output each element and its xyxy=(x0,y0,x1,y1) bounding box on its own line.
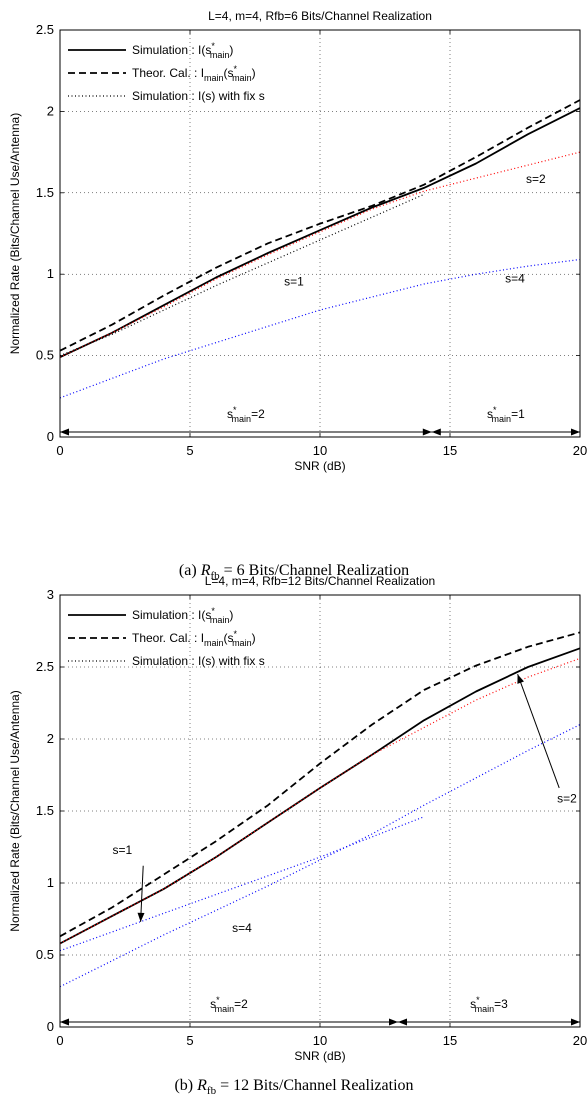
annotation-arrow xyxy=(517,674,560,789)
plot-frame xyxy=(59,29,581,438)
series-line-1 xyxy=(59,647,581,945)
y-tick-label: 0.5 xyxy=(36,947,54,962)
region-arrowhead-right xyxy=(422,428,432,436)
region-label: s* main=2 xyxy=(210,995,248,1014)
legend-label: Simulation : I(s* main) xyxy=(132,606,233,625)
x-tick-label: 10 xyxy=(313,1033,327,1048)
curve-annotation: s=4 xyxy=(505,271,525,285)
x-axis-label: SNR (dB) xyxy=(294,1049,345,1063)
x-tick-label: 0 xyxy=(56,1033,63,1048)
x-axis-label: SNR (dB) xyxy=(294,459,345,473)
y-tick-label: 2.5 xyxy=(36,659,54,674)
y-tick-label: 2 xyxy=(47,731,54,746)
region-arrowhead-left xyxy=(60,1018,69,1026)
legend-label: Simulation : I(s) with fix s xyxy=(132,654,265,668)
region-arrowhead-right xyxy=(571,1018,580,1026)
series-line-2 xyxy=(59,99,581,352)
chart-title: L=4, m=4, Rfb=12 Bits/Channel Realizatio… xyxy=(205,574,435,588)
x-tick-label: 5 xyxy=(186,1033,193,1048)
region-label: s* main=3 xyxy=(470,995,508,1014)
curve-annotation: s=4 xyxy=(232,921,252,935)
series-line-1 xyxy=(59,107,581,359)
y-tick-label: 1 xyxy=(47,875,54,890)
region-arrowhead-left xyxy=(60,428,69,436)
x-tick-label: 20 xyxy=(573,1033,587,1048)
y-axis-label: Normalized Rate (Bits/Channel Use/Antenn… xyxy=(8,113,22,354)
x-tick-label: 20 xyxy=(573,443,587,458)
series-line-5 xyxy=(59,816,425,952)
region-arrowhead-left xyxy=(431,428,441,436)
series-line-4 xyxy=(59,657,581,945)
curve-annotation: s=2 xyxy=(526,172,546,186)
legend-label: Simulation : I(s* main) xyxy=(132,41,233,60)
region-arrowhead-left xyxy=(398,1018,407,1026)
chart-panel-2: 0 5 10 15 20 0 0.5 1 1.5 2 2.5 3 L=4, m=4, Rfb=12 Bi… xyxy=(8,574,587,1063)
caption-text: (b) Rfb = 12 Bits/Channel Realization xyxy=(174,1077,413,1097)
y-tick-label: 0.5 xyxy=(36,348,54,363)
plot-area xyxy=(60,30,580,437)
region-label: s* main=1 xyxy=(487,405,525,424)
region-label: s* main=2 xyxy=(227,405,265,424)
annotation-arrow xyxy=(140,865,144,922)
x-tick-label: 15 xyxy=(443,443,457,458)
region-arrowhead-right xyxy=(389,1018,398,1026)
region-arrowhead-right xyxy=(571,428,580,436)
figure-caption: (a) Rfb = 6 Bits/Channel Realization xyxy=(179,562,409,582)
legend: Simulation : I(s* main) Theor. Cal. : Imai… xyxy=(68,606,265,668)
curve-annotation: s=1 xyxy=(284,275,304,289)
chart-title: L=4, m=4, Rfb=6 Bits/Channel Realization xyxy=(208,9,432,23)
chart-panel-1: 0 5 10 15 20 0 0.5 1 1.5 2 2.5 L=4, m=4, Rfb=6 Bits… xyxy=(8,9,587,473)
y-tick-label: 0 xyxy=(47,429,54,444)
legend: Simulation : I(s* main) Theor. Cal. : Imai… xyxy=(68,41,265,103)
caption-text: (a) Rfb = 6 Bits/Channel Realization xyxy=(179,562,409,582)
curve-annotation: s=1 xyxy=(113,843,133,857)
annotation-arrowhead xyxy=(137,912,145,922)
y-tick-label: 2 xyxy=(47,103,54,118)
x-tick-label: 15 xyxy=(443,1033,457,1048)
series-line-3 xyxy=(59,258,581,399)
curve-annotation: s=2 xyxy=(557,791,577,805)
legend-label: Theor. Cal. : Imain(s* main) xyxy=(132,64,256,83)
annotation-arrowhead xyxy=(517,674,524,684)
x-tick-label: 5 xyxy=(186,443,193,458)
y-tick-label: 1.5 xyxy=(36,803,54,818)
y-tick-label: 1.5 xyxy=(36,185,54,200)
y-tick-label: 3 xyxy=(47,587,54,602)
y-tick-label: 2.5 xyxy=(36,22,54,37)
figure-caption: (b) Rfb = 12 Bits/Channel Realization xyxy=(174,1077,413,1097)
y-tick-label: 1 xyxy=(47,266,54,281)
series-line-2 xyxy=(59,631,581,938)
x-tick-label: 10 xyxy=(313,443,327,458)
x-tick-label: 0 xyxy=(56,443,63,458)
plot-frame xyxy=(59,594,581,1028)
y-tick-label: 0 xyxy=(47,1019,54,1034)
legend-label: Simulation : I(s) with fix s xyxy=(132,89,265,103)
legend-label: Theor. Cal. : Imain(s* main) xyxy=(132,629,256,648)
y-axis-label: Normalized Rate (Bits/Channel Use/Antenn… xyxy=(8,690,22,931)
